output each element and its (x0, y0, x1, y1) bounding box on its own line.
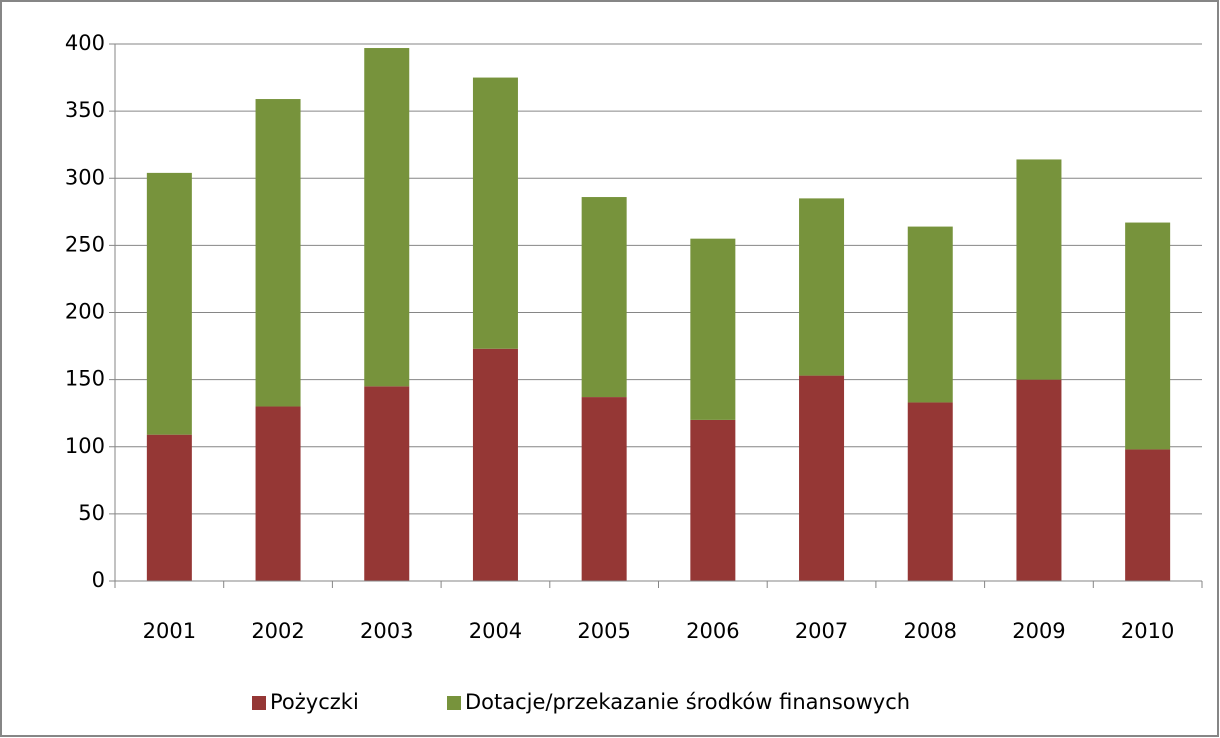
y-tick-label: 250 (65, 232, 105, 256)
y-tick-label: 350 (65, 98, 105, 122)
bar-segment (472, 77, 518, 349)
bar-segment (255, 406, 301, 581)
bar-segment (364, 48, 410, 387)
bar-segment (690, 238, 736, 420)
bar-segment (1016, 379, 1062, 581)
x-tick-label: 2005 (577, 619, 630, 643)
bar-segment (690, 419, 736, 581)
x-tick-label: 2004 (469, 619, 522, 643)
y-tick-label: 200 (65, 300, 105, 324)
y-tick-label: 0 (92, 568, 105, 592)
bar-segment (146, 172, 192, 435)
x-tick-label: 2010 (1121, 619, 1174, 643)
y-tick-label: 300 (65, 165, 105, 189)
bar-segment (1125, 222, 1171, 450)
y-tick-label: 100 (65, 434, 105, 458)
bar-segment (907, 226, 953, 403)
bar-segment (255, 99, 301, 407)
bar-segment (364, 386, 410, 581)
y-tick-label: 150 (65, 367, 105, 391)
x-tick-label: 2002 (251, 619, 304, 643)
bar-segment (1125, 449, 1171, 581)
bar-segment (581, 397, 627, 581)
x-tick-label: 2007 (795, 619, 848, 643)
legend-swatch (447, 696, 461, 710)
bar-segment (799, 375, 845, 581)
bar-segment (146, 434, 192, 581)
bar-segment (799, 198, 845, 376)
x-tick-label: 2009 (1012, 619, 1065, 643)
legend-label: Dotacje/przekazanie środków finansowych (465, 690, 910, 714)
bar-segment (581, 197, 627, 398)
y-tick-label: 50 (78, 501, 105, 525)
legend-swatch (252, 696, 266, 710)
x-tick-label: 2003 (360, 619, 413, 643)
bar-segment (907, 402, 953, 581)
legend-label: Pożyczki (270, 690, 359, 714)
x-tick-label: 2001 (143, 619, 196, 643)
bar-segment (1016, 159, 1062, 380)
x-tick-label: 2008 (904, 619, 957, 643)
bar-segment (472, 348, 518, 581)
y-tick-label: 400 (65, 31, 105, 55)
x-tick-label: 2006 (686, 619, 739, 643)
